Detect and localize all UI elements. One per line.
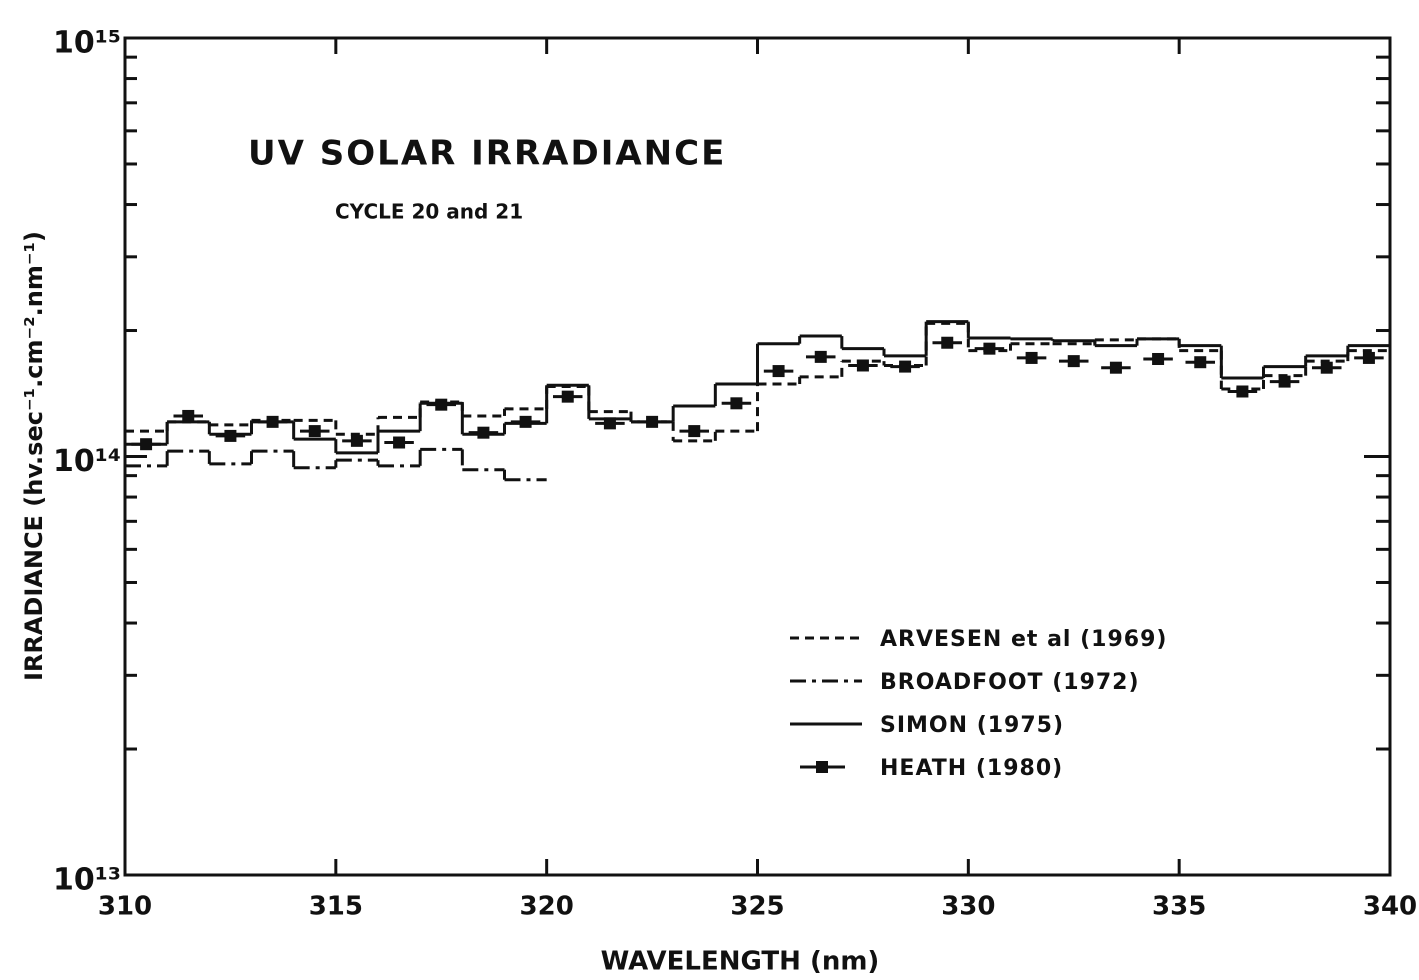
marker [1152, 352, 1165, 365]
y-tick-label: 10¹³ [53, 863, 121, 898]
marker [688, 425, 701, 438]
legend-label: BROADFOOT (1972) [880, 670, 1140, 695]
legend-label: ARVESEN et al (1969) [880, 627, 1167, 652]
marker [899, 360, 912, 373]
chart-subtitle: CYCLE 20 and 21 [335, 200, 523, 224]
marker [519, 415, 532, 428]
marker [1109, 361, 1122, 374]
legend-label: SIMON (1975) [880, 713, 1064, 738]
marker [603, 417, 616, 430]
marker [1025, 351, 1038, 364]
marker [1362, 351, 1375, 364]
marker [393, 436, 406, 449]
x-tick-label: 315 [309, 892, 363, 922]
marker [561, 390, 574, 403]
x-tick-label: 330 [941, 892, 995, 922]
marker [266, 415, 279, 428]
marker [1278, 375, 1291, 388]
marker [1236, 385, 1249, 398]
y-tick-label: 10¹⁵ [53, 26, 121, 61]
marker [435, 398, 448, 411]
marker [182, 409, 195, 422]
marker [140, 438, 153, 451]
marker [1320, 361, 1333, 374]
marker [1194, 356, 1207, 369]
x-tick-label: 325 [730, 892, 784, 922]
marker [477, 426, 490, 439]
marker [224, 429, 237, 442]
marker [856, 359, 869, 372]
y-axis-label: IRRADIANCE (hv.sec⁻¹.cm⁻².nm⁻¹) [20, 231, 48, 681]
x-axis-label: WAVELENGTH (nm) [601, 947, 880, 977]
y-tick-label: 10¹⁴ [53, 444, 121, 479]
legend-swatch [816, 761, 828, 773]
x-tick-label: 340 [1363, 892, 1417, 922]
marker [646, 415, 659, 428]
x-tick-label: 335 [1152, 892, 1206, 922]
x-tick-label: 320 [520, 892, 574, 922]
legend-label: HEATH (1980) [880, 756, 1063, 781]
marker [941, 336, 954, 349]
x-tick-label: 310 [98, 892, 152, 922]
marker [730, 397, 743, 410]
marker [983, 342, 996, 355]
marker [814, 350, 827, 363]
marker [772, 365, 785, 378]
chart-title: UV SOLAR IRRADIANCE [248, 134, 726, 174]
marker [350, 434, 363, 447]
marker [308, 425, 321, 438]
marker [1067, 355, 1080, 368]
